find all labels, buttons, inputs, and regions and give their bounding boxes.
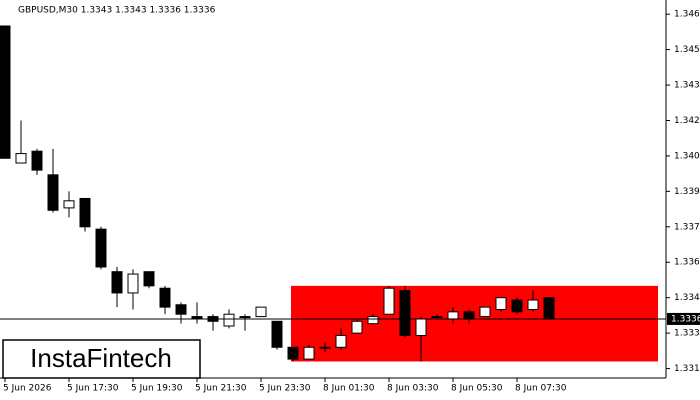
x-tick-label: 8 Jun 05:30	[451, 384, 503, 394]
candle-body	[63, 200, 75, 209]
candle-body	[223, 313, 235, 327]
candle-body	[335, 334, 347, 348]
x-tick-label: 8 Jun 03:30	[387, 384, 439, 394]
candle-body	[383, 287, 395, 315]
candle-body	[271, 320, 283, 348]
candle-body	[495, 297, 507, 310]
candle-body	[95, 228, 107, 268]
y-tick-label: 1.3435	[674, 81, 700, 91]
logo: InstaFintech	[30, 343, 172, 373]
candle-body	[431, 316, 443, 319]
y-tick-label: 1.3315	[674, 364, 700, 374]
y-tick-label: 1.3330	[674, 329, 700, 339]
last-price-box	[667, 312, 700, 325]
x-tick-label: 5 Jun 23:30	[259, 384, 311, 394]
y-tick-label: 1.3375	[674, 222, 700, 232]
candle-body	[79, 197, 91, 228]
x-tick-label: 5 Jun 17:30	[67, 384, 119, 394]
candle-body	[143, 271, 155, 287]
candle-body	[543, 297, 555, 320]
candle-body	[415, 318, 427, 336]
y-tick-label: 1.3360	[674, 258, 700, 268]
x-tick-label: 8 Jun 07:30	[515, 384, 567, 394]
candle-body	[367, 316, 379, 325]
x-tick-label: 5 Jun 21:30	[195, 384, 247, 394]
x-tick-label: 5 Jun 2026	[3, 384, 52, 394]
last-price-label: 1.3336	[671, 314, 700, 324]
candle-body	[175, 304, 187, 315]
candle-body	[31, 150, 43, 171]
candle-body	[111, 271, 123, 294]
candle-body	[303, 346, 315, 360]
y-tick-label: 1.3420	[674, 116, 700, 126]
candle-body	[287, 346, 299, 360]
x-tick-label: 8 Jun 01:30	[323, 384, 375, 394]
candle-body	[511, 299, 523, 313]
candle-body	[127, 273, 139, 294]
candle-body	[239, 316, 251, 319]
chart-title: GBPUSD,M30 1.3343 1.3343 1.3336 1.3336	[18, 6, 216, 16]
candle-body	[479, 306, 491, 318]
y-tick-label: 1.3405	[674, 151, 700, 161]
candle-body	[255, 306, 267, 318]
candle-body	[399, 290, 411, 336]
candle-body	[159, 287, 171, 308]
pattern-zone	[291, 285, 658, 362]
mark-layer	[0, 25, 555, 362]
candle-body	[351, 320, 363, 334]
x-tick-label: 5 Jun 19:30	[131, 384, 183, 394]
candle-body	[447, 311, 459, 320]
y-tick-label: 1.3390	[674, 187, 700, 197]
candle-body	[463, 311, 475, 320]
logo-box	[2, 339, 201, 379]
y-tick-label: 1.3345	[674, 293, 700, 303]
candle-body	[527, 299, 539, 310]
candle-body	[15, 153, 27, 164]
candle-body	[47, 174, 59, 211]
y-tick-label: 1.3450	[674, 45, 700, 55]
candle-body	[0, 25, 11, 159]
candle-body	[319, 346, 331, 349]
zone-layer	[291, 285, 658, 362]
